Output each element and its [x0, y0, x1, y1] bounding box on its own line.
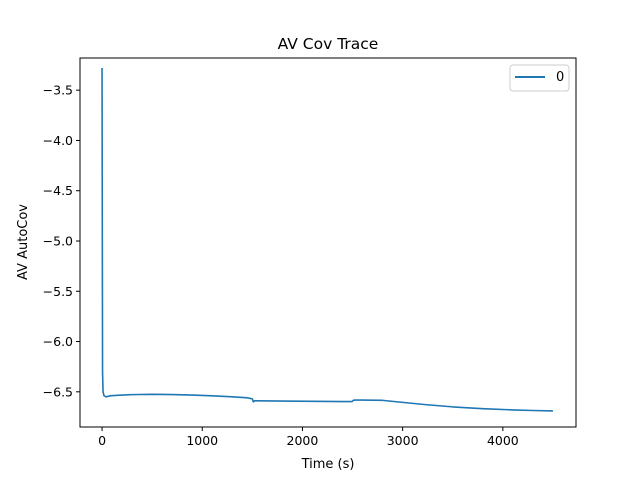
y-axis: −3.5 −4.0 −4.5 −5.0 −5.5 −6.0 −6.5 [43, 83, 80, 399]
y-tick-label: −4.0 [43, 133, 73, 148]
legend-label: 0 [556, 70, 564, 85]
y-tick-label: −5.0 [43, 233, 73, 248]
y-tick-label: −3.5 [43, 83, 73, 98]
x-tick-label: 0 [98, 433, 106, 448]
plot-area [79, 57, 577, 428]
x-axis-label: Time (s) [301, 457, 355, 472]
x-tick-label: 2000 [287, 433, 319, 448]
y-axis-label: AV AutoCov [16, 204, 31, 280]
legend: 0 [509, 64, 570, 92]
x-tick-label: 1000 [186, 433, 218, 448]
x-tick-label: 3000 [387, 433, 419, 448]
y-tick-label: −5.5 [43, 284, 73, 299]
series-line-0 [101, 68, 553, 412]
y-tick-label: −6.5 [43, 384, 73, 399]
y-tick-label: −4.5 [43, 183, 73, 198]
x-axis: 0 1000 2000 3000 4000 [98, 427, 519, 448]
chart-title: AV Cov Trace [278, 35, 379, 53]
data-lines [101, 68, 553, 412]
y-tick-label: −6.0 [43, 334, 73, 349]
x-tick-label: 4000 [487, 433, 519, 448]
axes-frame [79, 57, 577, 428]
